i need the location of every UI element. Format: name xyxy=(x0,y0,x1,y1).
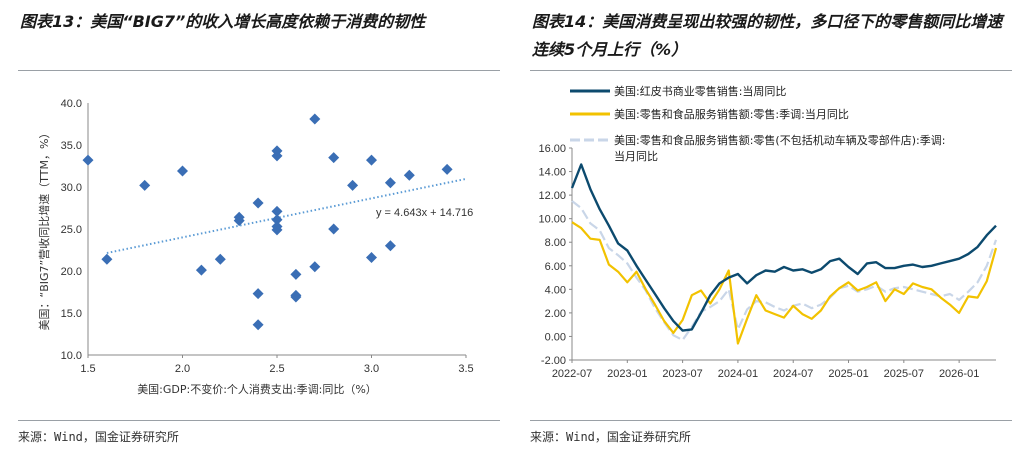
series-line xyxy=(570,163,997,332)
y-tick-label: 25.0 xyxy=(61,224,82,236)
scatter-point xyxy=(328,152,340,164)
line-chart: -2.00 0.00 2.00 4.00 6.00 8.00 10.00 12.00 14.00… xyxy=(538,84,998,380)
scatter-point xyxy=(271,150,283,162)
scatter-point xyxy=(195,264,207,276)
source-divider xyxy=(530,420,1012,421)
title-divider xyxy=(530,70,1012,71)
legend-label: 美国:零售和食品服务销售额:零售(不包括机动车辆及零部件店):季调:当月同比 xyxy=(614,133,945,163)
y-tick-label: 35.0 xyxy=(61,140,82,152)
x-tick-label: 2.0 xyxy=(175,363,190,375)
legend-label: 美国:零售和食品服务销售额:零售:季调:当月同比 xyxy=(614,107,849,121)
y-tick-label: 16.00 xyxy=(538,143,566,155)
x-tick-label: 2022-07 xyxy=(552,368,592,380)
scatter-point xyxy=(366,252,377,264)
y-tick-label: 40.0 xyxy=(61,98,82,110)
y-tick-label: -2.00 xyxy=(541,355,566,367)
y-tick-label: 20.0 xyxy=(61,266,82,278)
trendline xyxy=(106,177,467,254)
scatter-point xyxy=(271,205,283,217)
y-axis-label: 美国：“BIG7”营收同比增速（TTM，%） xyxy=(37,128,51,331)
scatter-point xyxy=(328,223,340,235)
scatter-point xyxy=(139,179,151,191)
x-tick-label: 1.5 xyxy=(80,363,95,375)
right-panel: 图表14：美国消费呈现出较强的韧性，多口径下的零售额同比增速连续5个月上行（%）… xyxy=(512,0,1024,450)
scatter-point xyxy=(384,177,396,189)
source-divider xyxy=(18,420,500,421)
scatter-point xyxy=(271,224,283,236)
y-tick-label: 10.0 xyxy=(61,350,82,362)
scatter-point xyxy=(347,179,359,191)
x-axis-label: 美国:GDP:不变价:个人消费支出:季调:同比（%） xyxy=(137,382,377,396)
left-panel: 图表13：美国“BIG7”的收入增长高度依赖于消费的韧性 10.0 15.0 20.… xyxy=(18,12,500,444)
x-tick-label: 2023-07 xyxy=(662,368,702,380)
scatter-point xyxy=(233,215,245,227)
trendline-equation: y = 4.643x + 14.716 xyxy=(376,207,473,219)
series-line xyxy=(571,221,998,345)
x-tick-label: 3.0 xyxy=(364,363,379,375)
x-tick-label: 2025-01 xyxy=(828,368,868,380)
scatter-point xyxy=(290,268,302,280)
title-divider xyxy=(18,70,500,71)
y-tick-label: 15.0 xyxy=(61,308,82,320)
chart-title: 图表14：美国消费呈现出较强的韧性，多口径下的零售额同比增速连续5个月上行（%） xyxy=(532,12,1003,59)
scatter-point xyxy=(252,319,264,331)
series-line xyxy=(571,200,998,342)
x-tick-label: 2.5 xyxy=(269,363,284,375)
y-tick-label: 12.00 xyxy=(538,190,566,202)
scatter-point xyxy=(309,113,321,125)
y-tick-label: 30.0 xyxy=(61,182,82,194)
legend-label: 美国:红皮书商业零售销售:当周同比 xyxy=(614,84,786,98)
chart-source: 来源：Wind，国金证券研究所 xyxy=(18,430,179,444)
scatter-point xyxy=(214,253,226,265)
y-tick-label: 0.00 xyxy=(545,331,566,343)
y-tick-label: 14.00 xyxy=(538,167,566,179)
scatter-point xyxy=(271,214,283,226)
x-tick-label: 2024-07 xyxy=(773,368,813,380)
y-tick-label: 8.00 xyxy=(545,237,566,249)
y-tick-label: 10.00 xyxy=(538,214,566,226)
scatter-point xyxy=(366,154,377,166)
y-tick-label: 4.00 xyxy=(545,284,566,296)
scatter-point xyxy=(82,154,94,166)
scatter-point xyxy=(441,163,453,175)
scatter-point xyxy=(177,165,188,177)
scatter-point xyxy=(290,291,302,303)
scatter-point xyxy=(101,253,113,265)
y-tick-label: 6.00 xyxy=(545,261,566,273)
x-tick-label: 2025-07 xyxy=(884,368,924,380)
scatter-chart: 10.0 15.0 20.0 25.0 30.0 35.0 40.0 1.5 2.0 2.5 3.0… xyxy=(37,98,474,396)
scatter-point xyxy=(252,288,264,300)
scatter-point xyxy=(252,197,264,209)
x-tick-label: 3.5 xyxy=(458,363,473,375)
scatter-point xyxy=(309,261,321,273)
scatter-point xyxy=(384,240,396,252)
scatter-point xyxy=(403,169,415,181)
y-tick-label: 2.00 xyxy=(545,308,566,320)
x-tick-label: 2026-01 xyxy=(939,368,979,380)
chart-source: 来源：Wind，国金证券研究所 xyxy=(530,430,691,444)
x-tick-label: 2023-01 xyxy=(607,368,647,380)
chart-title: 图表13：美国“BIG7”的收入增长高度依赖于消费的韧性 xyxy=(20,12,426,31)
x-tick-label: 2024-01 xyxy=(718,368,758,380)
